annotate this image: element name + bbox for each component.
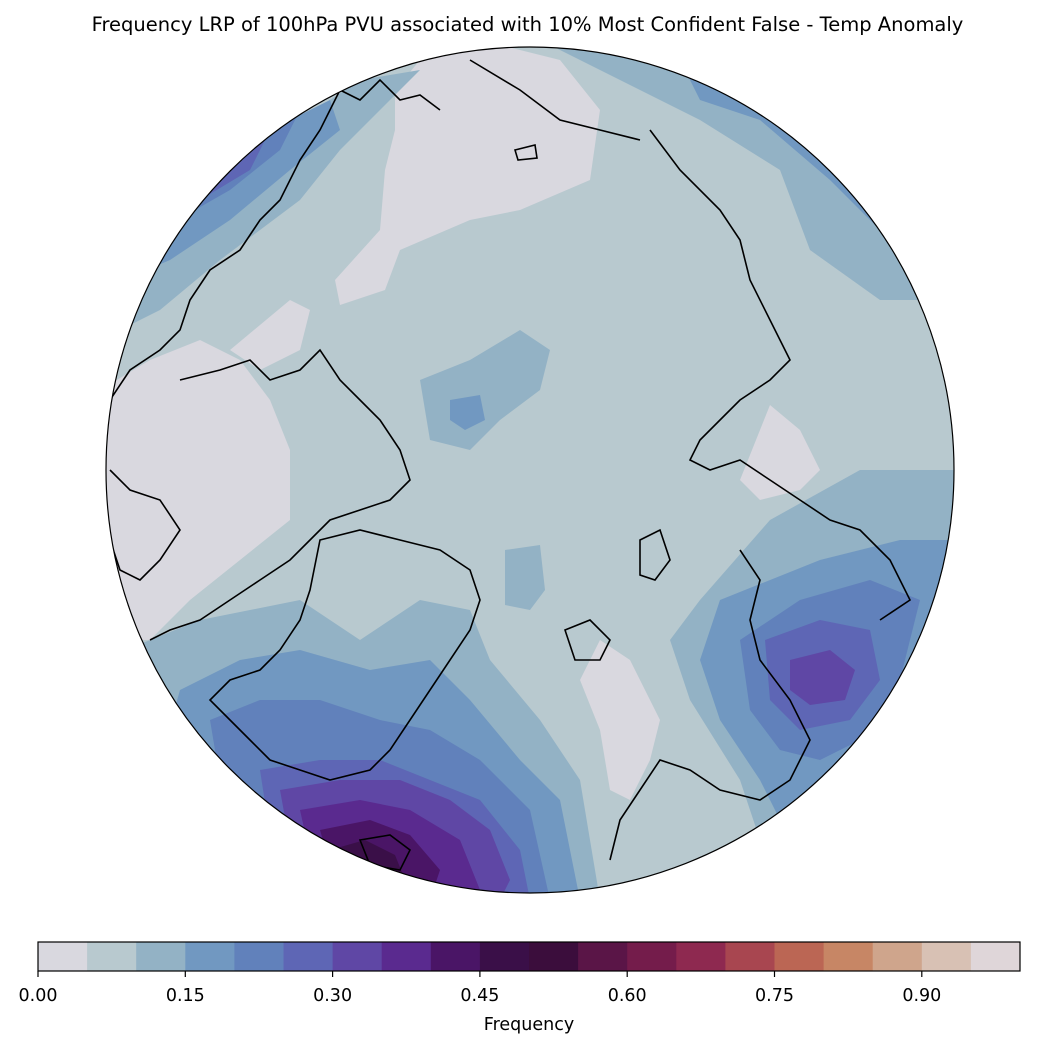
coastline-svalbard: [564, 619, 611, 661]
contour-lightest-north: [335, 47, 600, 305]
contour-lightest-west: [106, 340, 290, 640]
colorbar-cell: [921, 942, 972, 971]
colorbar-tick-label: 0.60: [608, 986, 647, 1006]
contour-band-010-top: [540, 47, 954, 300]
colorbar-cell: [38, 942, 88, 971]
coastline-russia-north: [649, 129, 912, 621]
colorbar-tick-label: 0.00: [19, 986, 58, 1006]
colorbar-cell: [479, 942, 530, 971]
colorbar-cell: [87, 942, 137, 971]
colorbar-outline: [37, 941, 1021, 972]
colorbar-cell: [430, 942, 481, 971]
coastline-novaya-zemlya: [639, 528, 671, 581]
colorbar-ticks: 0.00 0.15 0.30 0.45 0.60 0.75 0.90: [19, 971, 941, 1006]
colorbar-tick-label: 0.30: [313, 986, 352, 1006]
colorbar-cell: [578, 942, 628, 971]
colorbar-cells: [38, 942, 1021, 971]
colorbar-cell: [332, 942, 383, 971]
colorbar-cell: [234, 942, 284, 971]
map-boundary: [105, 46, 955, 894]
colorbar-cell: [381, 942, 432, 971]
contour-band-010-mid: [505, 545, 545, 610]
contour-band-010-topleft: [106, 70, 420, 340]
colorbar-tick-label: 0.90: [902, 986, 941, 1006]
coastline-bering-strait: [469, 59, 641, 141]
colorbar-cell: [529, 942, 579, 971]
contour-lightest-south: [580, 640, 660, 800]
colorbar-cell: [676, 942, 726, 971]
colorbar-cell: [283, 942, 334, 971]
contour-band-030-east: [790, 650, 855, 705]
contour-lightest-canada-north: [230, 300, 310, 370]
colorbar-cell: [823, 942, 874, 971]
figure-title: Frequency LRP of 100hPa PVU associated w…: [91, 13, 964, 36]
colorbar-cell: [725, 942, 775, 971]
colorbar-cell: [872, 942, 923, 971]
coastline-greenland: [208, 529, 481, 781]
colorbar-tick-label: 0.15: [166, 986, 205, 1006]
coastline-wrangel-island: [513, 144, 538, 161]
colorbar-cell: [627, 942, 677, 971]
coastline-scandinavia: [609, 549, 811, 861]
coastline-alaska-canada-north: [109, 78, 441, 401]
colorbar-cell: [774, 942, 825, 971]
colorbar-cell: [136, 942, 186, 971]
coastline-hudson-bay: [109, 469, 181, 581]
colorbar-tick-label: 0.45: [460, 986, 499, 1006]
colorbar-cell: [970, 942, 1021, 971]
colorbar-label: Frequency: [484, 1015, 574, 1035]
coastlines: [109, 59, 912, 871]
contour-band-015-center: [450, 395, 485, 430]
contour-lightest-east: [740, 405, 820, 500]
coastline-canadian-archipelago: [149, 348, 411, 641]
colorbar-tick-label: 0.75: [755, 986, 794, 1006]
colorbar-cell: [185, 942, 235, 971]
